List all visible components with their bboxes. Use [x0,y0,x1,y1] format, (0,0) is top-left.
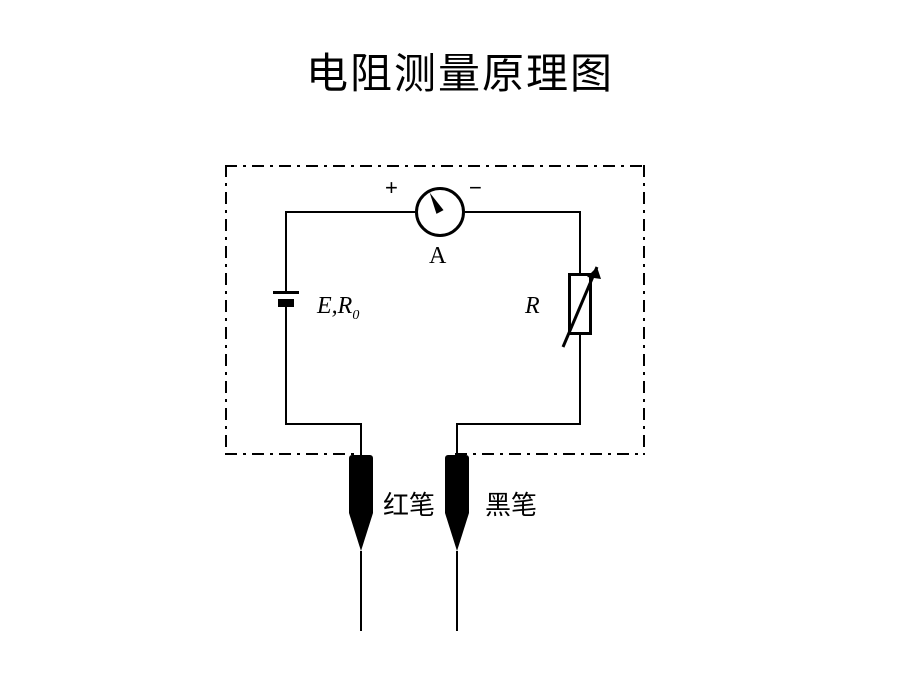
black-probe-icon [445,455,469,585]
battery-positive-plate [273,291,299,294]
probe-body [445,455,469,513]
ammeter-label: A [429,243,446,270]
resistor-label: R [525,293,540,320]
wire-top-right [465,211,580,213]
border-bottom-right [455,453,645,455]
minus-sign: − [469,175,482,201]
variable-resistor-icon [568,273,592,335]
battery-negative-plate [278,299,294,307]
ammeter-icon [415,187,465,237]
border-right [643,165,645,455]
plus-sign: + [385,175,398,201]
wire-to-black-probe [456,423,458,455]
probe-body [349,455,373,513]
border-left [225,165,227,455]
red-probe-label: 红笔 [383,485,435,522]
probe-lead-wire [456,551,458,631]
wire-left-lower [285,307,287,425]
wire-right-lower [579,335,581,425]
circuit-diagram: A + − E,R0 R 红笔 黑笔 [225,165,695,615]
ammeter-needle [426,191,443,214]
border-top [225,165,645,167]
wire-left-upper [285,211,287,291]
probe-tip [445,513,469,551]
black-probe-label: 黑笔 [485,485,537,522]
page-title: 电阻测量原理图 [0,40,920,101]
battery-label: E,R0 [317,293,359,324]
wire-to-red-probe [360,423,362,455]
probe-tip [349,513,373,551]
probe-lead-wire [360,551,362,631]
wire-top-left [285,211,415,213]
wire-bottom-left [285,423,361,425]
red-probe-icon [349,455,373,585]
border-bottom-left [225,453,355,455]
wire-bottom-right [456,423,581,425]
wire-right-upper [579,211,581,273]
